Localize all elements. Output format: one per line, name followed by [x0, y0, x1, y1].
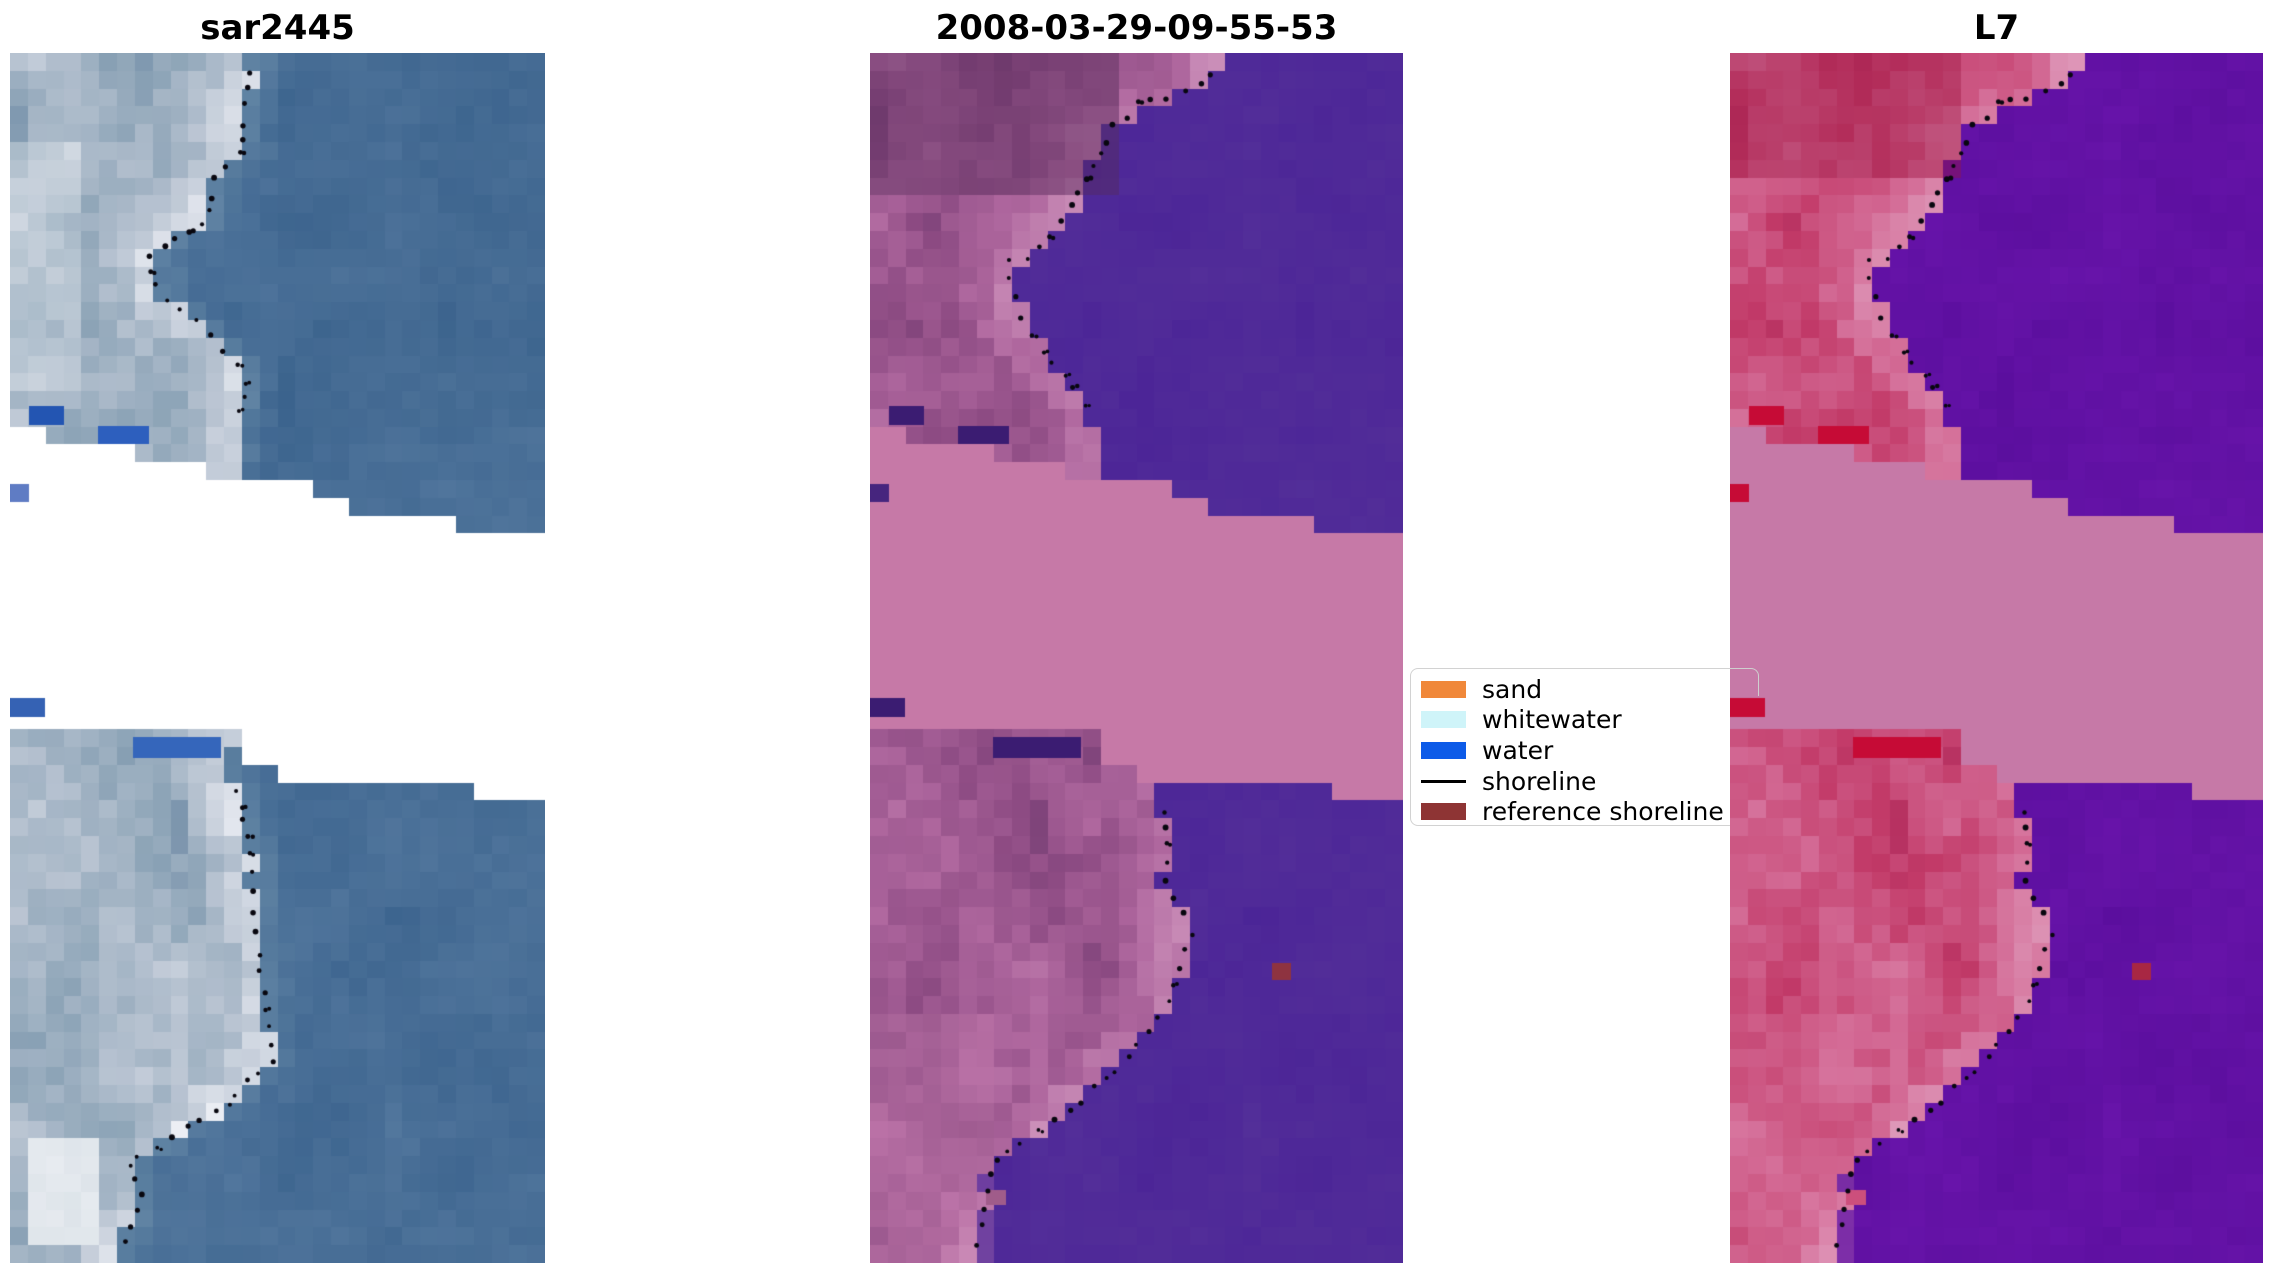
- legend-item-label: whitewater: [1482, 705, 1622, 735]
- sar2445-image-canvas: [10, 53, 545, 1263]
- legend: sand whitewater water shoreline reference sh…: [1410, 668, 1806, 827]
- reference-color-swatch: [1421, 803, 1466, 821]
- legend-item-label: water: [1482, 735, 1554, 765]
- panel-title-l7: L7: [1973, 8, 2020, 48]
- water-color-swatch: [1421, 741, 1466, 759]
- panel-title-2008-03-29: 2008-03-29-09-55-53: [935, 8, 1338, 48]
- panel-title-sar2445: sar2445: [200, 8, 355, 48]
- whitewater-color-swatch: [1421, 711, 1466, 729]
- l7-image-canvas: [1730, 53, 2263, 1263]
- legend-item-reference: reference shoreline buffer: [1421, 796, 1806, 827]
- legend-item-label: shoreline: [1482, 766, 1597, 796]
- legend-item-label: sand: [1482, 674, 1543, 704]
- legend-item-whitewater: whitewater: [1421, 705, 1769, 736]
- legend-item-shoreline: shoreline: [1421, 766, 1769, 797]
- sand-color-swatch: [1421, 680, 1466, 698]
- shoreline-line-swatch: [1421, 779, 1466, 783]
- classified-2008-image-canvas: [870, 53, 1403, 1263]
- legend-item-water: water: [1421, 735, 1769, 766]
- legend-item-sand: sand: [1421, 674, 1769, 705]
